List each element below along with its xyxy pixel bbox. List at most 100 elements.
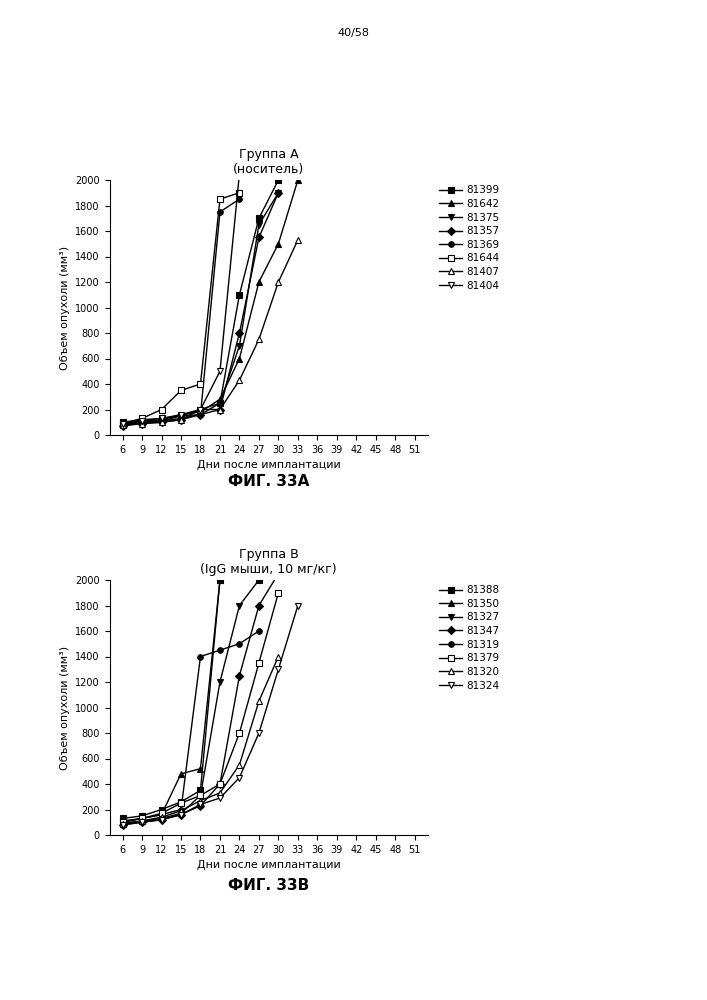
81350: [157, 809, 165, 821]
81327: [157, 812, 165, 824]
Line: 81357: 81357: [119, 190, 281, 429]
81375: [235, 340, 244, 352]
Line: 81327: 81327: [119, 571, 281, 826]
X-axis label: Дни после имплантации: Дни после имплантации: [197, 860, 341, 870]
81327: [216, 676, 224, 688]
81350: [197, 763, 205, 775]
81327: [274, 568, 283, 580]
81350: [235, 568, 244, 580]
Text: 40/58: 40/58: [337, 28, 370, 38]
Line: 81642: 81642: [119, 177, 300, 426]
81404: [177, 409, 185, 421]
81324: [118, 819, 127, 831]
81357: [216, 403, 224, 416]
81319: [138, 812, 146, 824]
81407: [157, 416, 165, 428]
81399: [118, 416, 127, 428]
81347: [177, 809, 185, 821]
81357: [255, 231, 263, 243]
81404: [157, 412, 165, 424]
81357: [157, 416, 165, 428]
81327: [138, 815, 146, 827]
81388: [197, 784, 205, 796]
81319: [235, 638, 244, 650]
Text: ФИГ. 33А: ФИГ. 33А: [228, 475, 310, 489]
Line: 81388: 81388: [119, 571, 281, 821]
81369: [197, 409, 205, 421]
81404: [235, 168, 244, 180]
81399: [274, 174, 283, 186]
81375: [274, 187, 283, 199]
81324: [235, 772, 244, 784]
81399: [157, 412, 165, 424]
81375: [255, 219, 263, 231]
81369: [157, 415, 165, 427]
81644: [235, 187, 244, 199]
81369: [177, 410, 185, 422]
81379: [177, 797, 185, 809]
81407: [118, 419, 127, 431]
81642: [157, 414, 165, 426]
81320: [255, 695, 263, 707]
Legend: 81399, 81642, 81375, 81357, 81369, 81644, 81407, 81404: 81399, 81642, 81375, 81357, 81369, 81644…: [439, 185, 500, 291]
81324: [293, 599, 302, 611]
81320: [274, 650, 283, 662]
Line: 81319: 81319: [119, 628, 262, 825]
81642: [255, 276, 263, 288]
81375: [177, 412, 185, 424]
81324: [138, 816, 146, 828]
81388: [118, 812, 127, 824]
81642: [177, 409, 185, 421]
81644: [177, 384, 185, 396]
81347: [138, 816, 146, 828]
81319: [216, 644, 224, 656]
81350: [138, 812, 146, 824]
81379: [197, 789, 205, 801]
81407: [216, 403, 224, 416]
81379: [274, 587, 283, 599]
81642: [274, 238, 283, 250]
Line: 81347: 81347: [119, 571, 281, 828]
81375: [216, 397, 224, 409]
81320: [235, 759, 244, 771]
81644: [138, 412, 146, 424]
Line: 81375: 81375: [119, 190, 281, 428]
81388: [138, 810, 146, 822]
81399: [197, 403, 205, 416]
81324: [177, 809, 185, 821]
81369: [216, 206, 224, 218]
81324: [197, 798, 205, 810]
Y-axis label: Объем опухоли (мм³): Объем опухоли (мм³): [59, 245, 70, 370]
81324: [216, 792, 224, 804]
81347: [157, 814, 165, 826]
81379: [118, 816, 127, 828]
81350: [216, 574, 224, 586]
81324: [274, 663, 283, 675]
81357: [177, 414, 185, 426]
81399: [255, 212, 263, 224]
81350: [118, 815, 127, 827]
81407: [235, 374, 244, 386]
Y-axis label: Объем опухоли (мм³): Объем опухоли (мм³): [59, 645, 70, 770]
Title: Группа В
(IgG мыши, 10 мг/кг): Группа В (IgG мыши, 10 мг/кг): [200, 548, 337, 576]
81319: [197, 650, 205, 662]
81347: [197, 800, 205, 812]
81320: [118, 818, 127, 830]
Line: 81644: 81644: [119, 190, 243, 426]
81407: [177, 414, 185, 426]
81357: [138, 418, 146, 430]
81644: [216, 193, 224, 205]
81347: [235, 670, 244, 682]
81319: [157, 809, 165, 821]
81320: [138, 815, 146, 827]
Line: 81320: 81320: [119, 654, 281, 826]
Line: 81404: 81404: [119, 171, 243, 427]
81327: [235, 599, 244, 611]
Line: 81407: 81407: [119, 237, 300, 428]
81327: [118, 818, 127, 830]
81375: [118, 419, 127, 431]
81379: [216, 778, 224, 790]
81357: [235, 327, 244, 339]
Line: 81369: 81369: [119, 196, 243, 428]
Line: 81379: 81379: [119, 590, 281, 825]
